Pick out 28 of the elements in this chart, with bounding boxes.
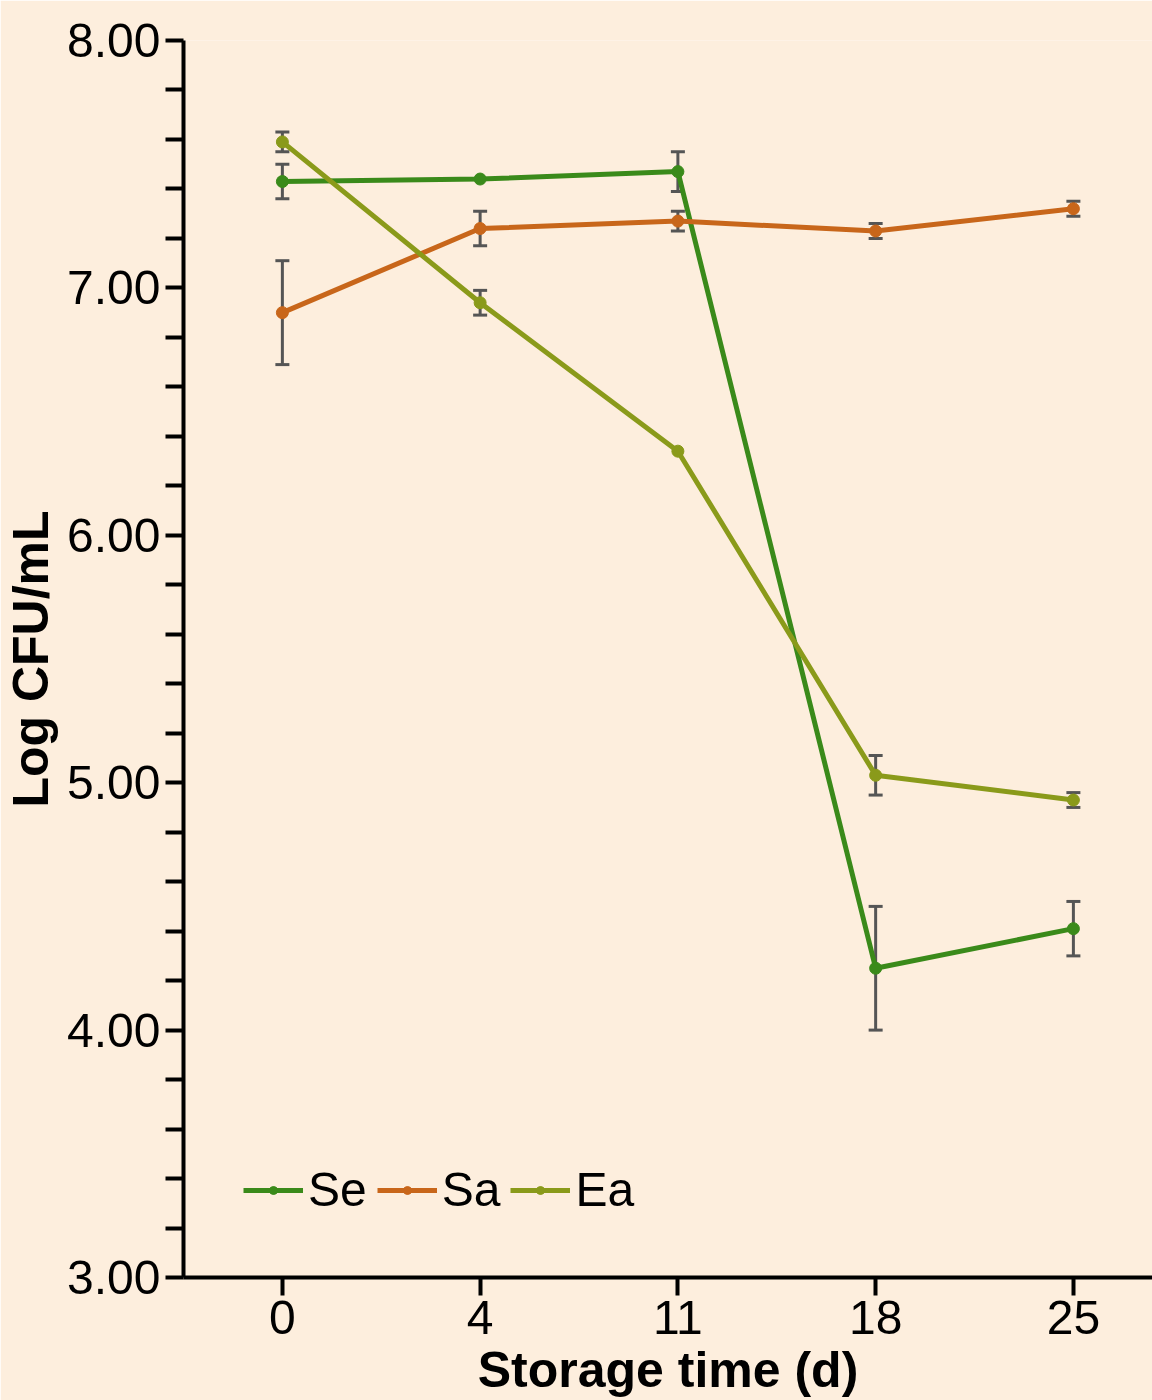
point: [1066, 922, 1080, 936]
point: [671, 214, 685, 228]
legend-label: Se: [308, 1162, 367, 1217]
y-axis-title: Log CFU/mL: [3, 510, 60, 808]
point: [473, 172, 487, 186]
point: [275, 175, 289, 189]
point: [473, 222, 487, 236]
point: [275, 306, 289, 320]
x-tick-label: 0: [269, 1290, 296, 1344]
y-tick-label: 4.00: [67, 1003, 161, 1057]
y-tick-label: 3.00: [67, 1251, 161, 1304]
legend-label: Ea: [575, 1162, 635, 1217]
x-tick-label: 25: [1046, 1290, 1101, 1344]
y-tick-label: 5.00: [67, 756, 161, 810]
point: [869, 961, 883, 975]
point: [671, 444, 685, 458]
x-axis-title: Storage time (d): [477, 1341, 859, 1398]
point: [473, 296, 487, 310]
x-tick-label: 18: [848, 1290, 903, 1344]
x-tick-label: 4: [466, 1290, 494, 1344]
legend-label: Sa: [441, 1162, 501, 1217]
point: [671, 165, 685, 179]
point: [275, 135, 289, 149]
point: [869, 768, 883, 782]
y-tick-label: 7.00: [67, 261, 161, 315]
y-tick-label: 8.00: [67, 14, 161, 67]
y-tick-label: 6.00: [67, 508, 161, 562]
x-tick-label: 11: [652, 1290, 703, 1344]
